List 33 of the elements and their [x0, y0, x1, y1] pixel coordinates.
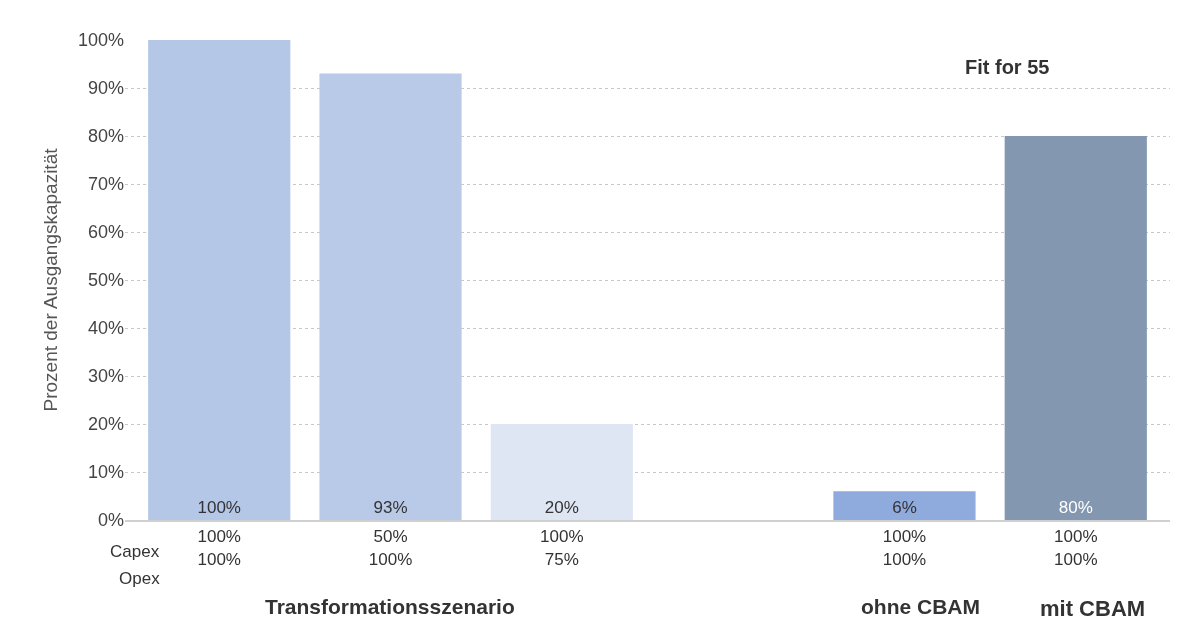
bar	[490, 424, 633, 520]
y-axis-title: Prozent der Ausgangskapazität	[39, 147, 61, 412]
y-tick-label: 100%	[77, 30, 124, 51]
y-tick-label: 0%	[97, 510, 124, 531]
y-tick-label: 50%	[87, 270, 124, 291]
x-tick-label: 100% 100%	[882, 527, 927, 569]
data-label: 100%	[197, 498, 241, 517]
y-tick-label: 60%	[87, 222, 124, 243]
y-tick-label: 70%	[87, 174, 124, 195]
annotation: Fit for 55	[965, 56, 1050, 78]
x-tick-label: 100% 75%	[540, 527, 584, 569]
data-label: 20%	[544, 498, 579, 517]
text: Capex	[110, 542, 160, 561]
bar	[833, 491, 976, 520]
bar	[148, 40, 291, 520]
bar	[1004, 136, 1147, 520]
x-tick-label: 50% 100%	[368, 527, 413, 569]
y-tick-label: 40%	[87, 318, 124, 339]
y-tick-label: 90%	[87, 78, 124, 99]
data-label: 80%	[1058, 498, 1093, 517]
bar	[319, 73, 462, 520]
data-label: 6%	[892, 498, 917, 517]
y-tick-label: 30%	[87, 366, 124, 387]
text: Transformationsszenario	[265, 595, 515, 618]
text: ohne CBAM	[861, 595, 980, 618]
text: mit CBAM	[1040, 596, 1146, 620]
x-tick-label: 100% 100%	[1054, 527, 1098, 569]
y-tick-label: 10%	[87, 462, 124, 483]
x-tick-label: 100% 100%	[197, 527, 241, 569]
data-label: 93%	[373, 498, 408, 517]
text: Opex	[119, 569, 161, 588]
y-tick-label: 80%	[87, 126, 124, 147]
y-tick-label: 20%	[87, 414, 124, 435]
